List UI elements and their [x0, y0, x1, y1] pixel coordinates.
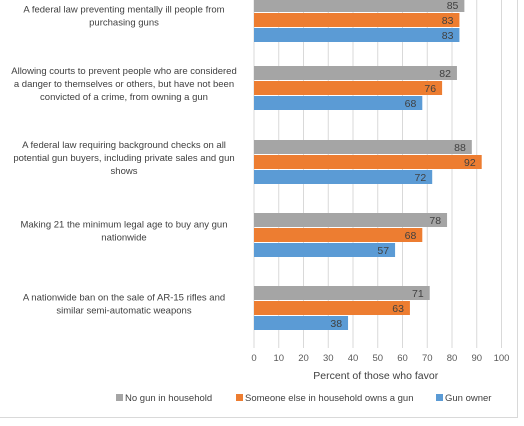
category-label-4-line-1: similar semi-automatic weapons [56, 306, 191, 317]
x-tick-label-70: 70 [422, 353, 433, 364]
legend: No gun in household Someone else in house… [116, 393, 491, 404]
category-label-4-line-0: A nationwide ban on the sale of AR-15 ri… [23, 293, 225, 304]
bar-cat0-series1 [254, 13, 460, 27]
x-tick-label-90: 90 [471, 353, 482, 364]
x-tick-label-50: 50 [372, 353, 383, 364]
category-label-2-line-2: shows [111, 166, 138, 177]
bars [254, 0, 482, 330]
category-label-0-line-1: purchasing guns [89, 18, 159, 29]
data-label-cat4-series0: 71 [412, 288, 424, 300]
data-label-cat0-series1: 83 [442, 15, 454, 27]
data-label-cat2-series2: 72 [415, 172, 427, 184]
x-axis-title: Percent of those who favor [313, 370, 438, 382]
category-labels: A federal law preventing mentally ill pe… [11, 5, 237, 317]
category-label-1-line-1: a danger to themselves or others, but ha… [14, 79, 234, 90]
legend-label-0: No gun in household [125, 393, 212, 404]
data-label-cat0-series0: 85 [447, 0, 459, 12]
legend-swatch-2 [436, 394, 443, 401]
data-label-cat4-series2: 38 [330, 318, 342, 330]
data-label-cat1-series2: 68 [405, 98, 417, 110]
bar-cat2-series2 [254, 170, 433, 184]
bar-cat1-series0 [254, 66, 457, 80]
legend-label-2: Gun owner [445, 393, 491, 404]
x-tick-label-60: 60 [397, 353, 408, 364]
bar-cat1-series2 [254, 96, 423, 110]
legend-swatch-1 [236, 394, 243, 401]
bar-cat4-series0 [254, 286, 430, 300]
category-label-2-line-1: potential gun buyers, including private … [13, 153, 234, 164]
category-label-1-line-2: convicted of a crime, from owning a gun [40, 92, 208, 103]
x-tick-label-80: 80 [447, 353, 458, 364]
bar-cat0-series2 [254, 28, 460, 42]
bar-cat4-series1 [254, 301, 410, 315]
bar-cat2-series0 [254, 140, 472, 154]
data-label-cat3-series1: 68 [405, 230, 417, 242]
category-label-2-line-0: A federal law requiring background check… [22, 140, 226, 151]
data-label-cat1-series1: 76 [424, 83, 436, 95]
x-tick-label-40: 40 [348, 353, 359, 364]
x-tick-label-100: 100 [494, 353, 510, 364]
bar-cat0-series0 [254, 0, 465, 12]
x-tick-label-30: 30 [323, 353, 334, 364]
category-label-1-line-0: Allowing courts to prevent people who ar… [11, 66, 237, 77]
data-label-cat1-series0: 82 [439, 68, 451, 80]
category-label-3-line-0: Making 21 the minimum legal age to buy a… [20, 220, 227, 231]
legend-swatch-0 [116, 394, 123, 401]
x-tick-label-20: 20 [298, 353, 309, 364]
bar-cat3-series2 [254, 243, 396, 257]
chart-frame: 85 83 83 82 76 68 88 92 72 78 68 57 71 63 38 A federal… [0, 0, 518, 418]
bar-cat4-series2 [254, 316, 349, 330]
data-label-cat2-series1: 92 [464, 157, 476, 169]
category-label-3-line-1: nationwide [101, 233, 146, 244]
x-tick-label-10: 10 [273, 353, 284, 364]
data-label-cat4-series1: 63 [392, 303, 404, 315]
data-label-cat2-series0: 88 [454, 142, 466, 154]
bar-cat3-series0 [254, 213, 448, 227]
bar-cat1-series1 [254, 81, 443, 95]
category-label-0-line-0: A federal law preventing mentally ill pe… [23, 5, 224, 16]
x-axis-ticks: 0 10 20 30 40 50 60 70 80 90 100 [251, 353, 509, 364]
data-label-cat0-series2: 83 [442, 30, 454, 42]
data-label-cat3-series2: 57 [377, 245, 389, 257]
data-label-cat3-series0: 78 [429, 215, 441, 227]
bar-cat3-series1 [254, 228, 423, 242]
bar-cat2-series1 [254, 155, 482, 169]
legend-label-1: Someone else in household owns a gun [245, 393, 413, 404]
x-tick-label-0: 0 [251, 353, 256, 364]
